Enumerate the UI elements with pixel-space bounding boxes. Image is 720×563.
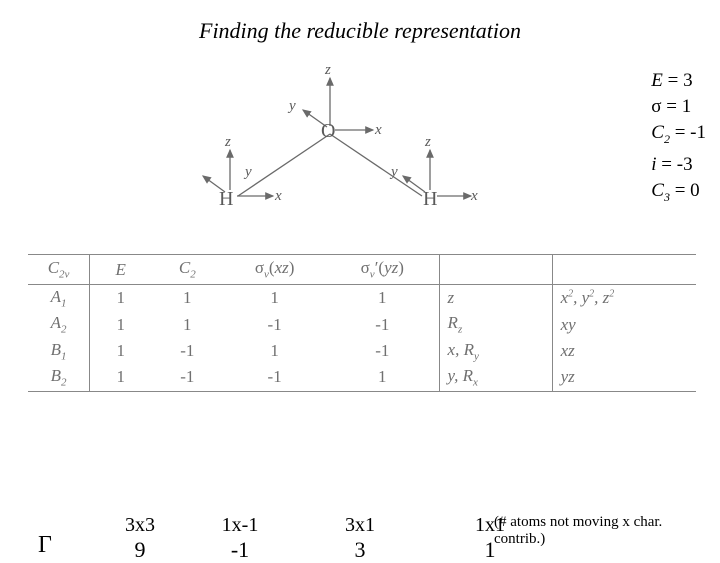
table-row: A2 11 -1-1 Rz xy: [28, 311, 696, 337]
molecule-diagram: O H H z x y z x y z x y: [195, 68, 475, 218]
col-header: C2: [151, 255, 223, 285]
op-line: i = -3: [651, 152, 706, 178]
col-header: E: [90, 255, 152, 285]
col-header: [552, 255, 696, 285]
axis-z-h2: z: [425, 134, 431, 151]
table-row: A1 11 11 z x2, y2, z2: [28, 285, 696, 312]
col-header: [439, 255, 552, 285]
op-line: E = 3: [651, 68, 706, 94]
table-header-row: C2v E C2 σv(xz) σv′(yz): [28, 255, 696, 285]
op-line: C3 = 0: [651, 178, 706, 210]
atom-o-label: O: [321, 120, 335, 143]
table-row: B2 1-1 -11 y, Rx yz: [28, 364, 696, 391]
group-label: C2v: [28, 255, 90, 285]
axis-z-h1: z: [225, 134, 231, 151]
gamma-symbol: Γ: [38, 532, 52, 559]
op-line: C2 = -1: [651, 120, 706, 152]
axis-x-h1: x: [275, 188, 282, 205]
col-header: σv(xz): [223, 255, 326, 285]
axis-y-h1: y: [245, 164, 252, 181]
table-row: B1 1-1 1-1 x, Ry xz: [28, 338, 696, 364]
gamma-col: 3x13: [320, 514, 400, 563]
atom-h1-label: H: [219, 188, 233, 211]
gamma-note: (# atoms not moving x char. contrib.): [494, 514, 714, 548]
atom-h2-label: H: [423, 188, 437, 211]
axis-z-o: z: [325, 62, 331, 79]
page-title: Finding the reducible representation: [0, 18, 720, 44]
op-line: σ = 1: [651, 94, 706, 120]
character-table: C2v E C2 σv(xz) σv′(yz) A1 11 11 z x2, y…: [28, 254, 696, 392]
axis-x-h2: x: [471, 188, 478, 205]
operation-contributions: E = 3 σ = 1 C2 = -1 i = -3 C3 = 0: [651, 68, 706, 210]
gamma-col: 1x-1-1: [200, 514, 280, 563]
axis-y-o: y: [289, 98, 296, 115]
axis-x-o: x: [375, 122, 382, 139]
col-header: σv′(yz): [326, 255, 439, 285]
gamma-col: 3x39: [100, 514, 180, 563]
axis-y-h2: y: [391, 164, 398, 181]
